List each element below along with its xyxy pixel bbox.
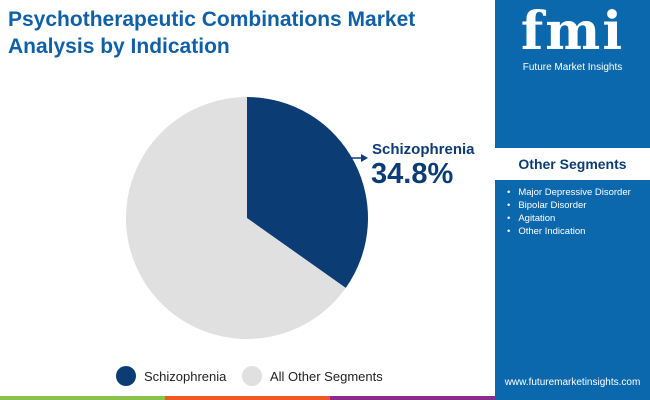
footer-bar-orange [165,396,330,400]
other-segments-heading: Other Segments [495,148,650,180]
annotation-value: 34.8% [371,158,454,190]
logo-mark: fmi [520,1,625,62]
list-item: Agitation [507,212,631,225]
pie-slice-all-other-segments [125,97,346,340]
footer-bar-purple [330,396,495,400]
legend-item-other: All Other Segments [242,366,383,386]
list-item: Major Depressive Disorder [507,186,630,199]
sidebar: fmi Future Market Insights Other Segment… [495,0,650,400]
other-segments-list: Major Depressive Disorder Bipolar Disord… [507,186,631,238]
legend-label: All Other Segments [270,368,383,384]
fmi-logo: fmi Future Market Insights [495,0,650,90]
website-url[interactable]: www.futuremarketinsights.com [504,377,641,388]
legend-swatch [242,366,262,386]
annotation-label: Schizophrenia [372,141,475,158]
legend-swatch [116,366,136,386]
logo-text: Future Market Insights [522,62,623,73]
pie-slice-schizophrenia [247,97,368,288]
chart-title: Psychotherapeutic Combinations Market An… [8,8,416,58]
list-item: Other Indication [507,225,631,238]
legend-item-schizophrenia: Schizophrenia [116,366,226,386]
footer-bar-green [0,396,165,400]
list-item: Bipolar Disorder [507,199,631,212]
annotation-arrow-icon [361,154,368,162]
pie-chart [125,97,368,340]
legend-label: Schizophrenia [144,368,227,384]
